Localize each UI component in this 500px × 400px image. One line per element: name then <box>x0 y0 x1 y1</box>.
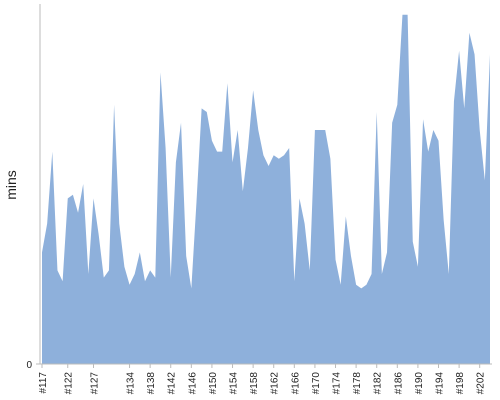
x-tick-label: #170 <box>311 372 322 395</box>
series-area-layer <box>42 14 490 365</box>
series-area <box>42 14 490 365</box>
x-tick-label: #127 <box>89 372 100 395</box>
x-tick-label: #194 <box>435 372 446 395</box>
x-tick-label: #142 <box>167 372 178 395</box>
x-tick-label: #182 <box>373 372 384 395</box>
y-tick-label: 0 <box>26 360 32 371</box>
x-tick-label: #190 <box>414 372 425 395</box>
x-tick-label: #162 <box>270 372 281 395</box>
x-tick-label: #202 <box>476 372 487 395</box>
x-tick-label: #198 <box>455 372 466 395</box>
x-tick-label: #158 <box>249 372 260 395</box>
y-axis-label: mins <box>3 170 19 200</box>
x-tick-label: #186 <box>393 372 404 395</box>
x-tick-label: #117 <box>38 372 49 394</box>
x-tick-label: #178 <box>352 372 363 395</box>
x-tick-label: #122 <box>64 372 75 395</box>
x-tick-label: #166 <box>290 372 301 395</box>
x-tick-label: #174 <box>332 372 343 395</box>
x-tick-label: #138 <box>146 372 157 395</box>
x-tick-layer: #117 #122 #127 #134 #138 #142 #146 #150 #154 #158… <box>38 364 487 395</box>
y-tick-layer: 0 <box>26 360 40 371</box>
x-tick-label: #154 <box>229 372 240 395</box>
x-tick-label: #134 <box>126 372 137 395</box>
x-tick-label: #146 <box>187 372 198 395</box>
x-tick-label: #150 <box>208 372 219 395</box>
